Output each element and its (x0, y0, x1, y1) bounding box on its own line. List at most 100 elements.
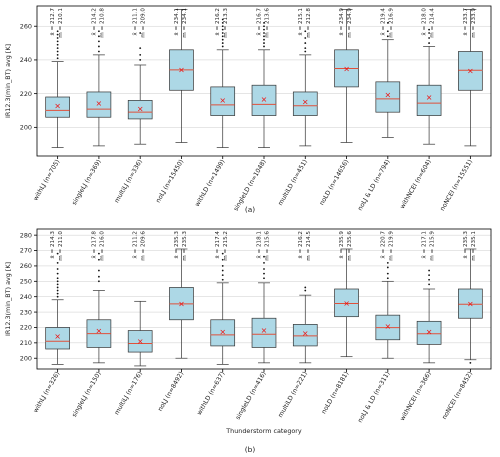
box-7: × x̄ = 235.9 m = 235.6 (334, 231, 359, 358)
box-3: × x̄ = 235.3 m = 235.3 (169, 231, 194, 359)
outlier-point (386, 21, 389, 24)
y-tick-label: 250 (20, 278, 32, 286)
x-tick-label: withNCEI (n=366) (399, 371, 433, 423)
x-tick-label: multiLD (n=451) (277, 159, 309, 207)
median-label: m = 215.9 (430, 231, 436, 261)
y-tick-label: 260 (20, 22, 32, 30)
outlier-point (56, 261, 59, 264)
mean-marker: × (96, 327, 103, 336)
outlier-point (98, 252, 100, 255)
mean-label: x̄ = 220.7 (380, 231, 386, 259)
outlier-point (428, 274, 430, 277)
x-tick-label: withLD (n=1499) (194, 159, 227, 208)
outlier-point (386, 277, 389, 280)
mean-label: x̄ = 216.2 (215, 8, 221, 36)
outlier-point (56, 47, 59, 50)
mean-marker: × (384, 322, 391, 331)
mean-marker: × (54, 332, 61, 341)
y-tick-label: 200 (20, 354, 32, 362)
box-1: × x̄ = 217.8 m = 216.0 (86, 231, 112, 364)
outlier-point (98, 258, 100, 261)
x-tick-label: withLD (n=637) (196, 371, 227, 417)
outlier-point (56, 40, 59, 43)
outlier-point (56, 53, 59, 56)
x-tick-label: noLJ (n=8492) (157, 371, 185, 413)
outlier-point (221, 252, 224, 255)
mean-marker: × (219, 96, 226, 105)
x-axis-label: Thunderstorm category (225, 427, 302, 435)
outlier-point (56, 277, 59, 280)
outlier-point (263, 35, 265, 38)
mean-label: x̄ = 217.4 (215, 231, 221, 259)
panel-caption: (b) (245, 445, 256, 454)
box-4: × x̄ = 217.4 m = 215.2 (210, 231, 236, 365)
outlier-point (304, 37, 307, 39)
median-label: m = 219.9 (388, 231, 394, 261)
outlier-point (428, 32, 430, 34)
outlier-point (304, 42, 307, 44)
mean-marker: × (343, 64, 350, 73)
mean-label: x̄ = 235.9 (339, 231, 345, 259)
box-9: × x̄ = 217.1 m = 215.9 (416, 231, 442, 364)
y-tick-label: 240 (20, 56, 32, 64)
y-tick-label: 280 (20, 231, 32, 239)
iqr-box (458, 51, 483, 91)
y-tick-label: 200 (20, 124, 32, 132)
box-2: × x̄ = 211.2 m = 209.6 (127, 231, 153, 367)
iqr-box (86, 91, 112, 118)
y-tick-label: 220 (20, 324, 32, 332)
box-0: × x̄ = 212.7 m = 210.1 (45, 8, 70, 148)
outlier-point (221, 265, 224, 267)
box-8: × x̄ = 219.4 m = 216.9 (375, 8, 401, 138)
iqr-box (210, 86, 236, 116)
iqr-box (251, 317, 277, 348)
outlier-point (263, 38, 265, 41)
mean-marker: × (467, 66, 474, 75)
median-label: m = 213.3 (223, 8, 229, 38)
outlier-point (98, 50, 100, 53)
iqr-box (458, 288, 483, 319)
outlier-point (263, 277, 265, 280)
y-axis-label: IR12.3(min_BT) avg [K] (4, 262, 12, 336)
outlier-point (263, 45, 265, 48)
iqr-box (416, 320, 442, 345)
mean-marker: × (137, 104, 144, 113)
median-label: m = 209.6 (141, 231, 147, 261)
mean-label: x̄ = 216.7 (257, 8, 263, 36)
y-tick-label: 220 (20, 90, 32, 98)
outlier-point (263, 272, 265, 275)
mean-label: x̄ = 218.1 (257, 231, 263, 259)
median-label: m = 215.6 (265, 231, 271, 261)
median-label: m = 234.9 (347, 8, 353, 38)
x-tick-label: noLJ & LD (n=794) (357, 159, 392, 212)
iqr-box (292, 324, 318, 347)
outlier-point (304, 289, 307, 292)
outlier-point (221, 274, 224, 277)
box-2: × x̄ = 211.1 m = 209.0 (127, 8, 153, 145)
mean-label: x̄ = 218.0 (422, 8, 428, 36)
x-tick-label: noNCEI (n=15551) (439, 159, 474, 213)
outlier-point (98, 269, 100, 272)
outlier-point (428, 42, 430, 44)
box-3: × x̄ = 234.1 m = 234.1 (169, 8, 194, 143)
iqr-box (292, 91, 318, 116)
outlier-point (386, 272, 389, 275)
outlier-point (221, 258, 224, 261)
outlier-point (428, 283, 430, 286)
box-6: × x̄ = 215.1 m = 212.8 (292, 8, 318, 147)
outlier-point (98, 35, 100, 38)
iqr-box (251, 84, 277, 116)
median-label: m = 234.1 (182, 8, 188, 38)
outlier-point (56, 33, 59, 36)
outlier-point (139, 53, 142, 56)
box-10: × x̄ = 233.7 m = 233.9 (458, 8, 483, 147)
outlier-point (139, 47, 142, 50)
median-label: m = 233.9 (471, 8, 477, 38)
x-tick-label: multiLJ (n=176) (113, 371, 143, 417)
x-tick-label: withNCEI (n=604) (399, 159, 433, 211)
outlier-point (304, 47, 307, 50)
iqr-box (127, 330, 153, 353)
outlier-point (139, 59, 142, 61)
outlier-point (56, 272, 59, 275)
outlier-point (221, 278, 224, 281)
